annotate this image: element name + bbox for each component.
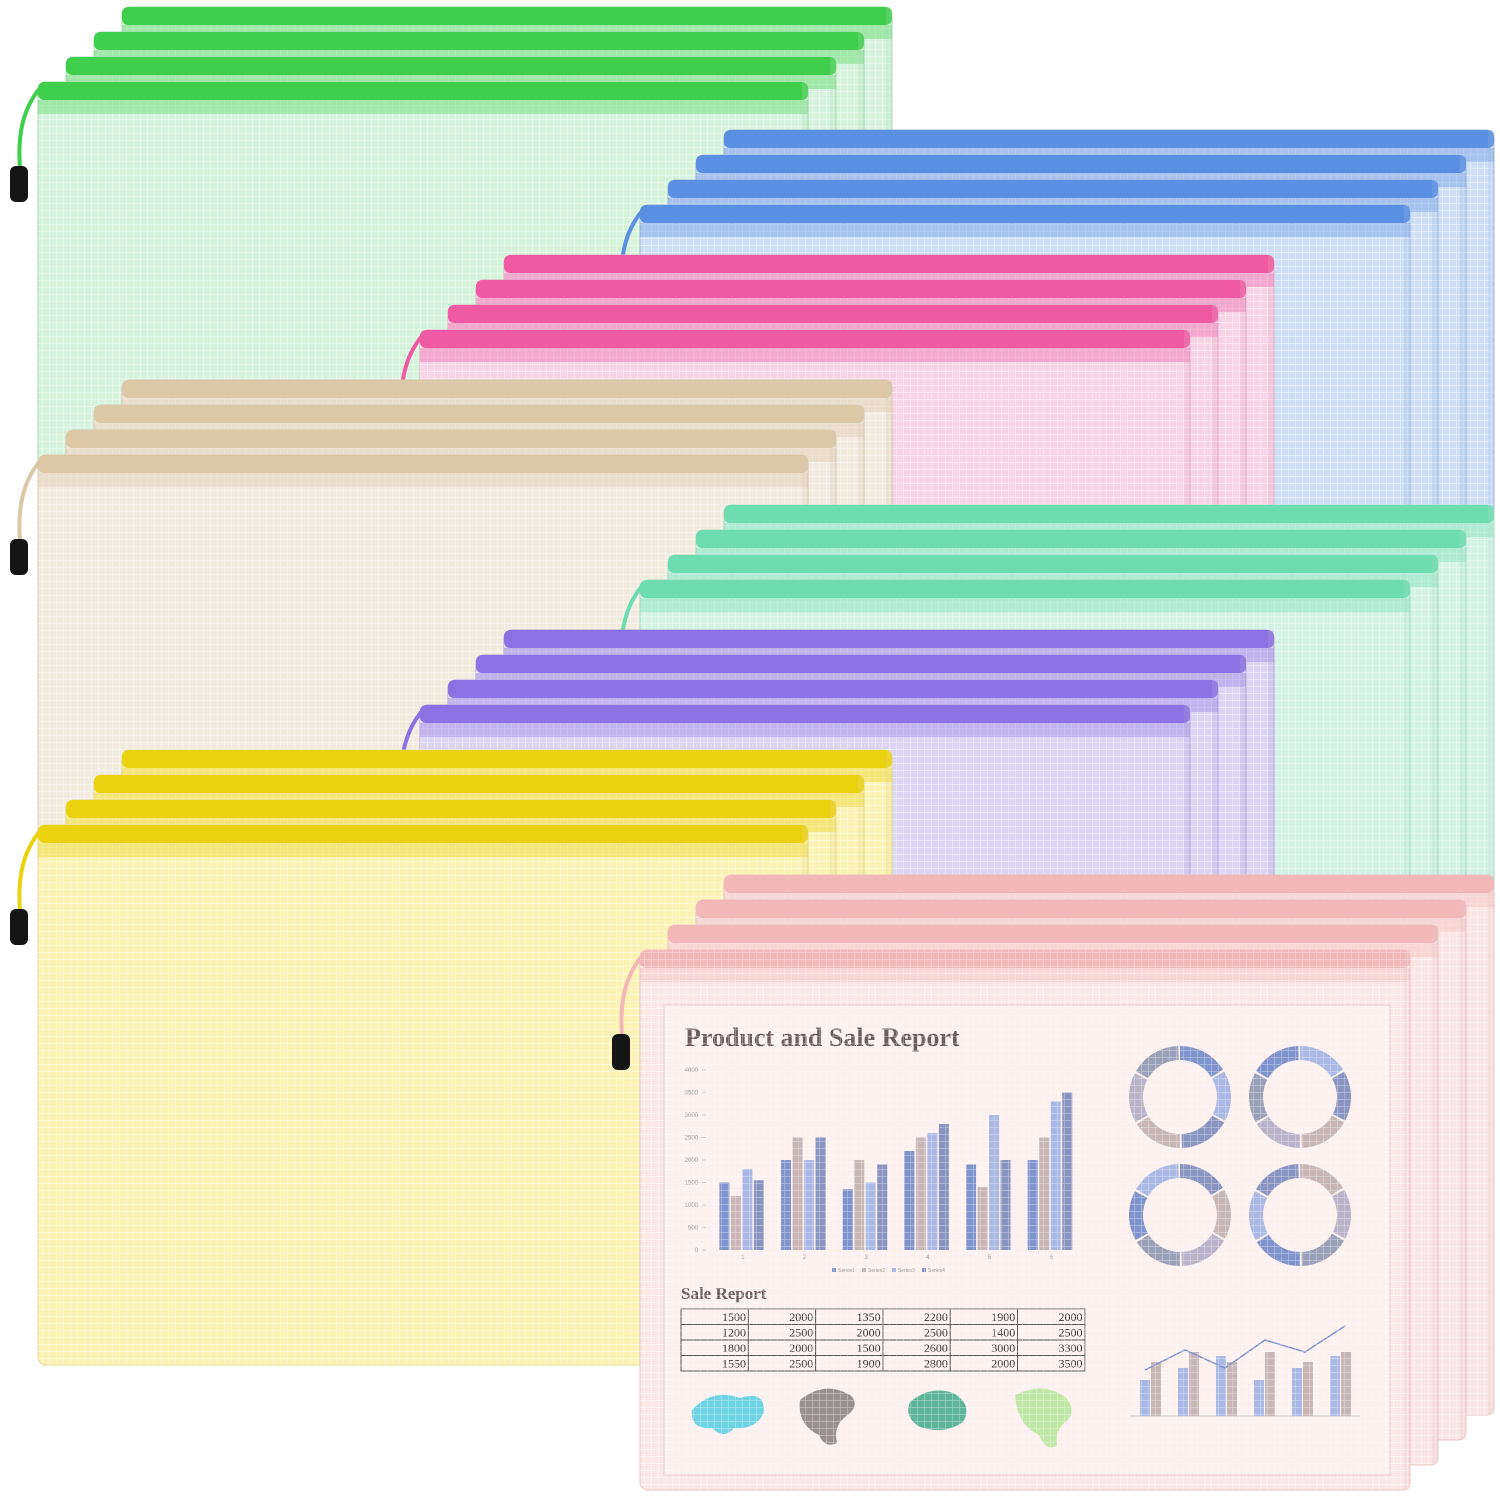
zipper-cord [17,459,42,542]
zipper [696,530,1466,548]
zipper-edge [640,223,1410,237]
zipper [66,430,836,448]
pouch-mesh-front [640,950,1410,1490]
zipper [448,305,1218,323]
zipper [640,205,1410,223]
zipper-cord [619,954,644,1037]
zipper [420,330,1190,348]
pouch-shade [1460,900,1466,1440]
zipper [94,32,864,50]
zipper [668,180,1438,198]
zipper [122,750,892,768]
zipper [420,705,1190,723]
zipper [122,380,892,398]
zipper [724,875,1494,893]
zipper-edge [640,598,1410,612]
zipper [696,900,1466,918]
zipper [504,630,1274,648]
zipper [66,800,836,818]
zipper [38,455,808,473]
zipper [724,505,1494,523]
zipper-pull [10,539,28,575]
pouch-shade [1432,180,1438,720]
zipper-pull [10,166,28,202]
zipper [38,82,808,100]
zipper [476,280,1246,298]
pouch-shade [1432,925,1438,1465]
pouch-shade [1404,205,1410,745]
zipper [640,580,1410,598]
pouch-shade [1432,555,1438,1095]
zipper-pull [612,1034,630,1070]
pouch-mesh [38,825,808,1365]
zipper-edge [38,843,808,857]
zipper-edge [420,348,1190,362]
zipper [668,555,1438,573]
zipper [122,7,892,25]
zipper [66,57,836,75]
zipper [476,655,1246,673]
pouch-shade [1460,530,1466,1070]
zipper [696,155,1466,173]
zipper [94,775,864,793]
zipper [448,680,1218,698]
zipper-edge [420,723,1190,737]
zipper-edge [38,100,808,114]
zipper [504,255,1274,273]
zipper-edge [38,473,808,487]
zipper-cord [17,829,42,912]
zipper-pull [10,909,28,945]
zipper [94,405,864,423]
pouch-shade [1488,875,1494,1415]
pouch-shade [1460,155,1466,695]
pouch-shade [1488,130,1494,670]
zipper [38,825,808,843]
zipper [668,925,1438,943]
zipper-cord [17,86,42,169]
pouch-shade [1404,580,1410,1120]
pouch-shade [1488,505,1494,1045]
zipper [724,130,1494,148]
